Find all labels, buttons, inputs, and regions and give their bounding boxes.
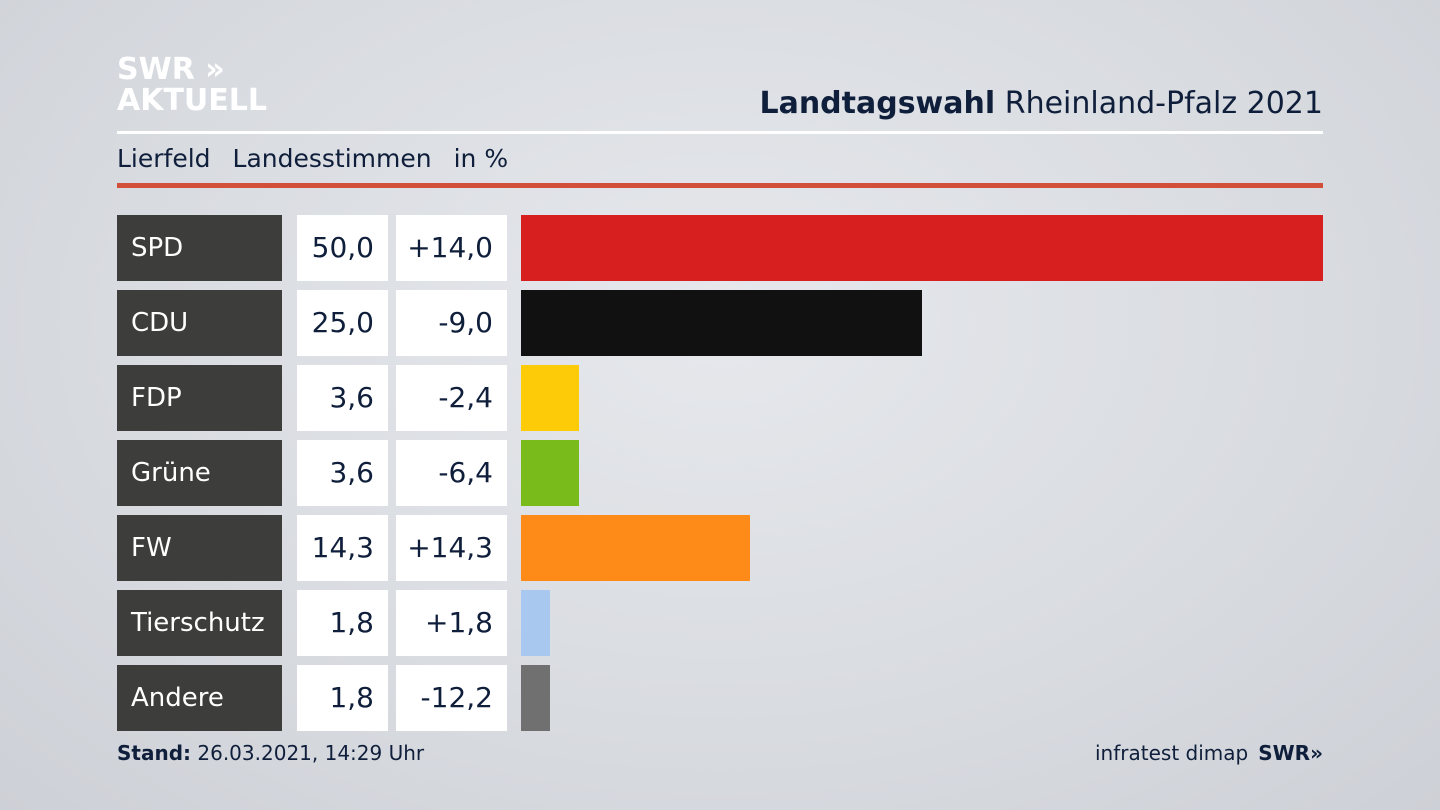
- chart-row: Grüne 3,6 -6,4: [0, 440, 1440, 506]
- bar: [521, 365, 579, 431]
- diff-label: +14,0: [396, 215, 507, 281]
- party-label: Tierschutz: [117, 590, 282, 656]
- value-label: 50,0: [297, 215, 388, 281]
- diff-label: +14,3: [396, 515, 507, 581]
- party-label: Andere: [117, 665, 282, 731]
- value-label: 14,3: [297, 515, 388, 581]
- chart-row: Tierschutz 1,8 +1,8: [0, 590, 1440, 656]
- party-label: SPD: [117, 215, 282, 281]
- chart-row: Andere 1,8 -12,2: [0, 665, 1440, 731]
- party-label: CDU: [117, 290, 282, 356]
- value-label: 1,8: [297, 590, 388, 656]
- value-label: 3,6: [297, 365, 388, 431]
- bar: [521, 665, 550, 731]
- chart-row: SPD 50,0 +14,0: [0, 215, 1440, 281]
- diff-label: +1,8: [396, 590, 507, 656]
- diff-label: -9,0: [396, 290, 507, 356]
- diff-label: -2,4: [396, 365, 507, 431]
- value-label: 1,8: [297, 665, 388, 731]
- chart-row: CDU 25,0 -9,0: [0, 290, 1440, 356]
- bar: [521, 440, 579, 506]
- chart-row: FDP 3,6 -2,4: [0, 365, 1440, 431]
- value-label: 25,0: [297, 290, 388, 356]
- accent-divider: [117, 183, 1323, 188]
- value-label: 3,6: [297, 440, 388, 506]
- diff-label: -6,4: [396, 440, 507, 506]
- bar: [521, 590, 550, 656]
- diff-label: -12,2: [396, 665, 507, 731]
- party-label: FW: [117, 515, 282, 581]
- bar: [521, 290, 922, 356]
- divider: [117, 131, 1323, 134]
- chart-row: FW 14,3 +14,3: [0, 515, 1440, 581]
- subtitle: Lierfeld Landesstimmen in %: [117, 144, 509, 173]
- page-title: Landtagswahl Rheinland-Pfalz 2021: [759, 86, 1323, 121]
- source: infratest dimap SWR»: [1095, 741, 1323, 765]
- party-label: Grüne: [117, 440, 282, 506]
- timestamp: Stand: 26.03.2021, 14:29 Uhr: [117, 741, 425, 765]
- bar: [521, 215, 1323, 281]
- party-label: FDP: [117, 365, 282, 431]
- bar: [521, 515, 751, 581]
- swr-aktuell-logo: SWR » AKTUELL: [117, 52, 268, 118]
